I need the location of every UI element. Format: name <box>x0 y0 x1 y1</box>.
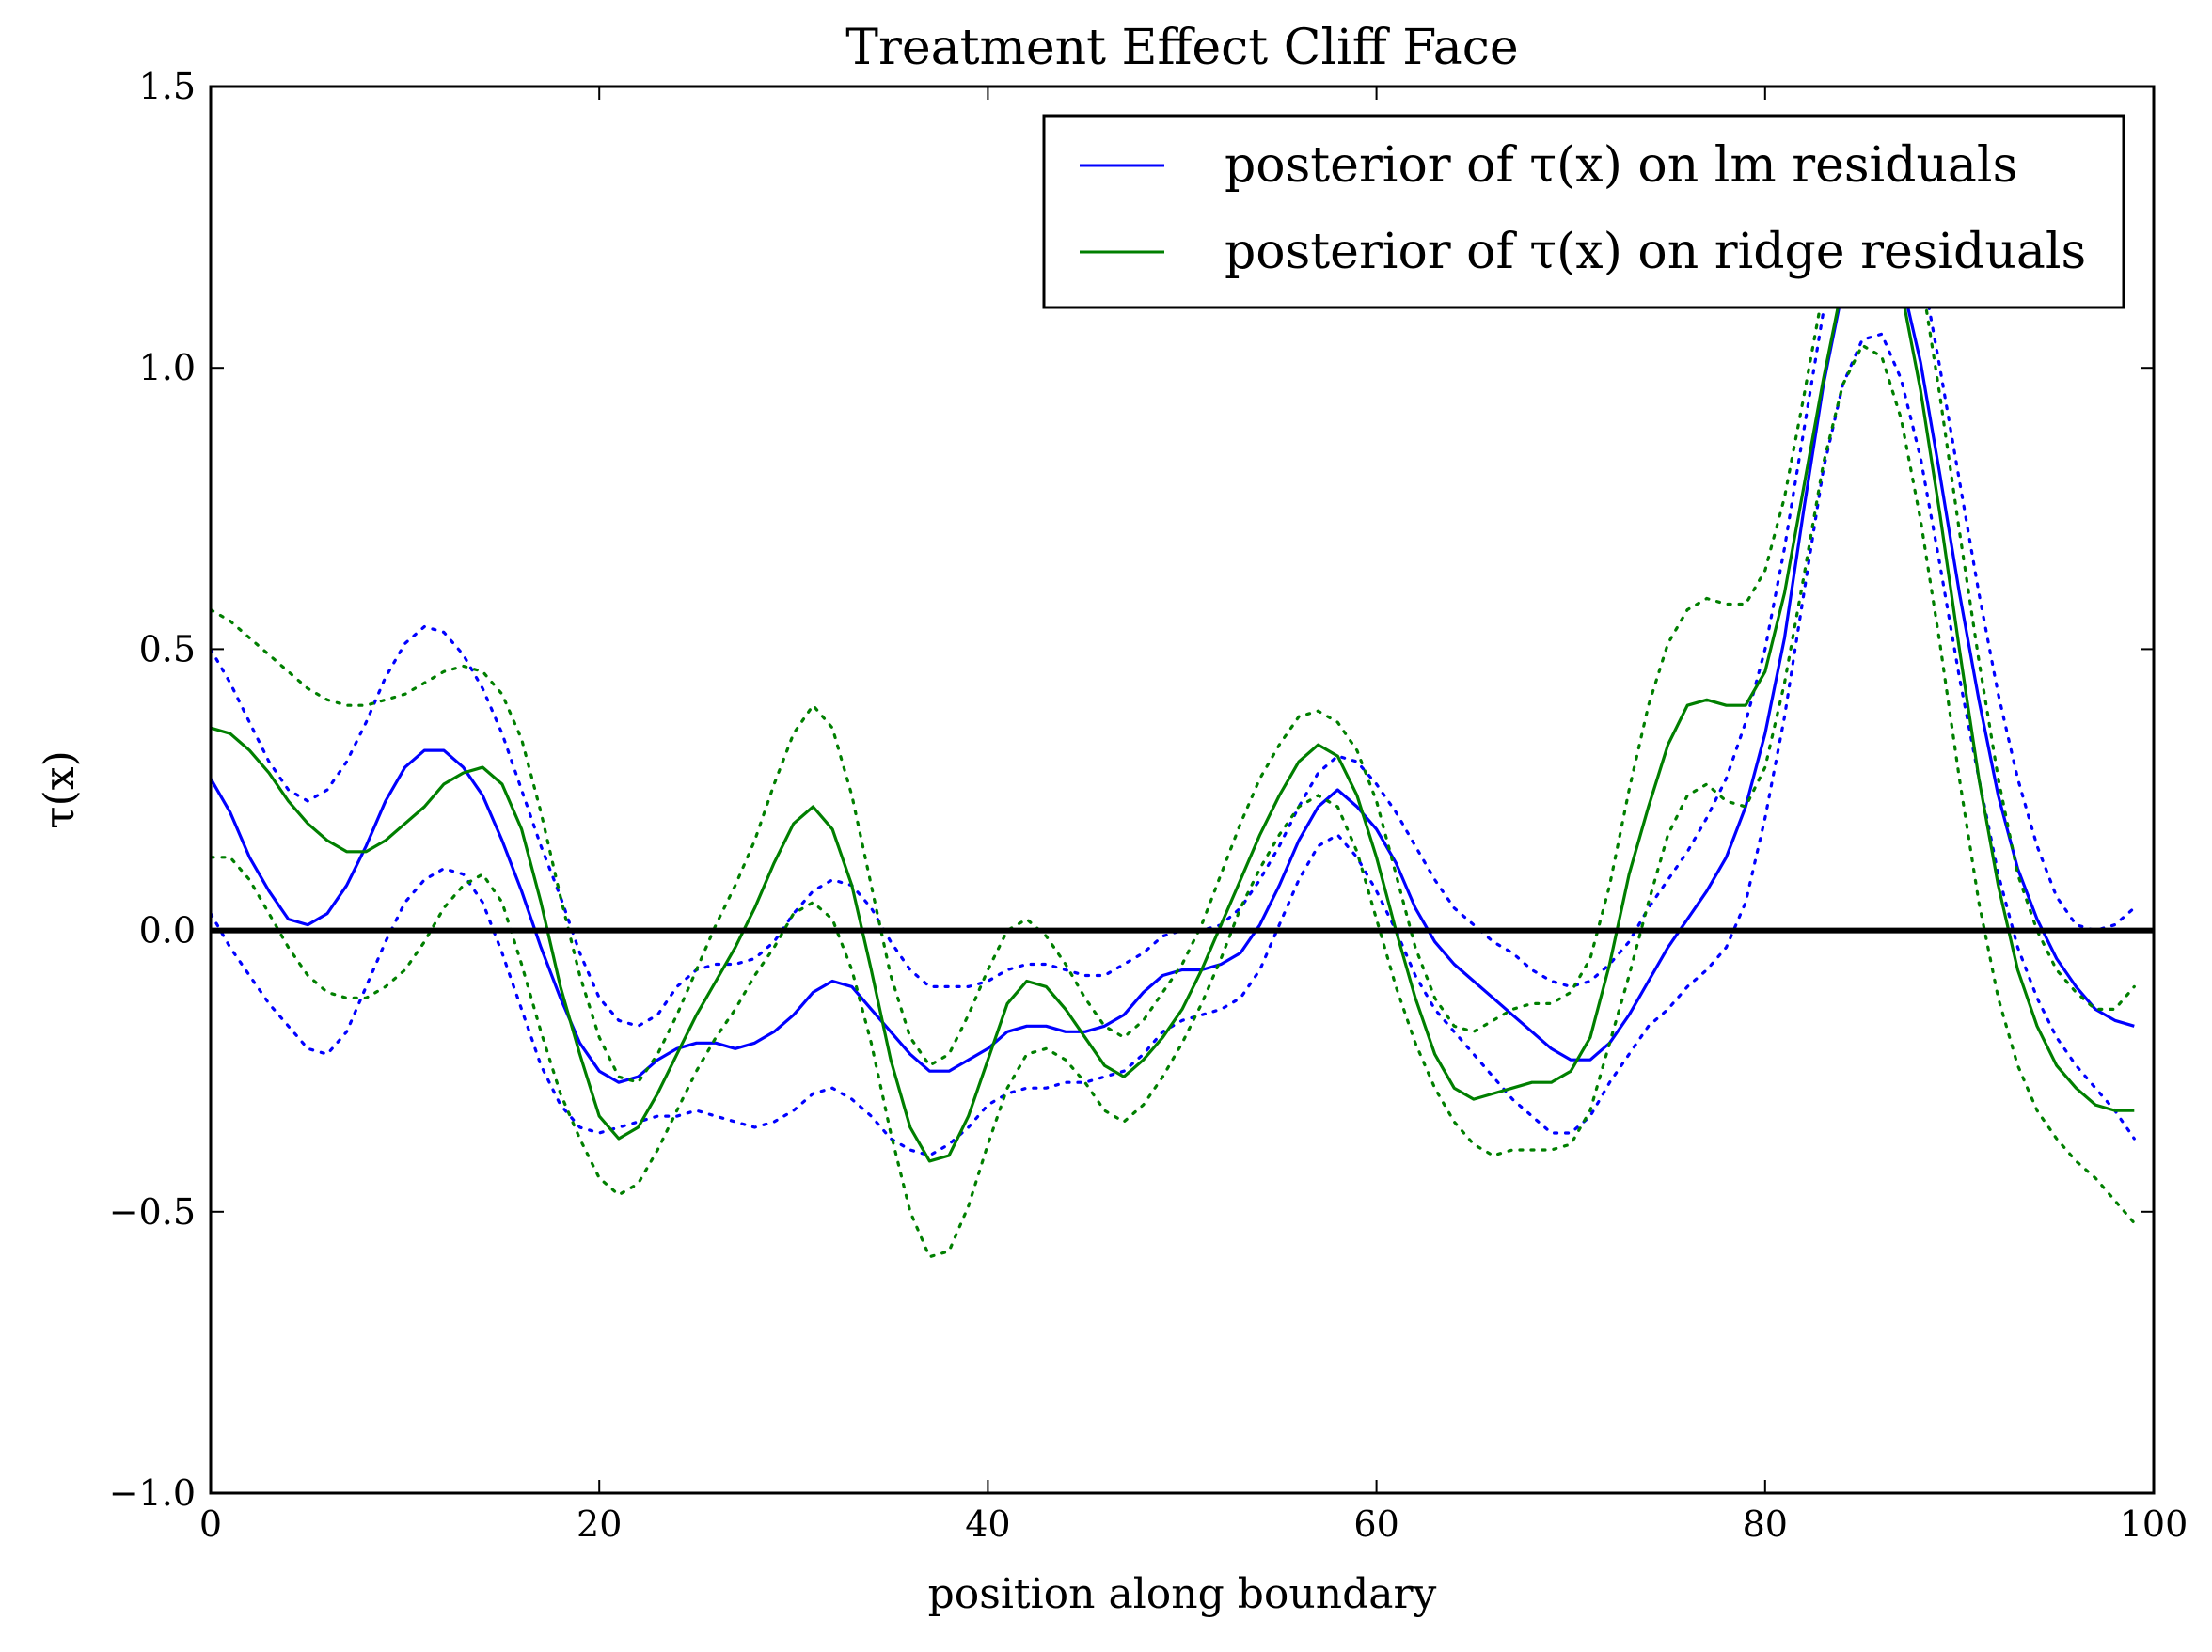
x-tick-label: 0 <box>199 1503 222 1545</box>
x-tick-label: 40 <box>965 1503 1010 1545</box>
series-ridge-lower-band <box>211 343 2136 1259</box>
x-tick-label: 20 <box>577 1503 622 1545</box>
y-tick-label: 0.0 <box>139 910 196 952</box>
y-tick-label: 0.5 <box>139 628 196 669</box>
series-lm-upper-band <box>211 134 2136 1029</box>
y-axis-label: τ(x) <box>36 750 84 829</box>
x-tick-label: 100 <box>2120 1503 2188 1545</box>
x-tick-label: 60 <box>1353 1503 1398 1545</box>
y-tick-label: −0.5 <box>109 1191 196 1233</box>
series-ridge-upper-band <box>211 118 2136 1085</box>
ticks-layer: 0 20 40 60 80 100 −1.0 −0.5 0.0 0.5 1.0 1.5 <box>109 66 2188 1545</box>
x-tick-label: 80 <box>1743 1503 1788 1545</box>
chart-title: Treatment Effect Cliff Face <box>845 20 1518 76</box>
series-ridge-line <box>211 231 2135 1163</box>
y-tick-label: 1.5 <box>139 66 196 107</box>
legend-label-lm: posterior of τ(x) on lm residuals <box>1224 137 2017 194</box>
y-tick-label: 1.0 <box>139 347 196 388</box>
series-layer <box>211 118 2136 1259</box>
series-lm-line <box>211 231 2135 1084</box>
series-lm-lower-band <box>211 332 2136 1157</box>
plot-frame <box>209 85 2156 1495</box>
legend-box <box>1042 114 2125 309</box>
legend: posterior of τ(x) on lm residuals poster… <box>1042 114 2125 309</box>
y-tick-label: −1.0 <box>109 1472 196 1514</box>
x-axis-label: position along boundary <box>928 1570 1437 1618</box>
legend-label-ridge: posterior of τ(x) on ridge residuals <box>1224 224 2086 280</box>
